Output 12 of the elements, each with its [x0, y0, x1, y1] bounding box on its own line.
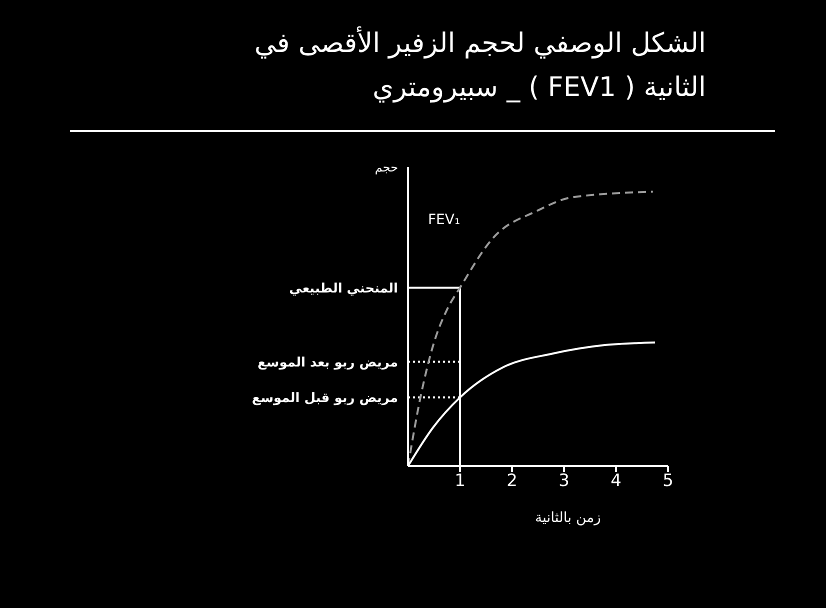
ref-line-label: مريض ربو قبل الموسع: [252, 391, 398, 406]
x-tick-label: 3: [558, 471, 570, 492]
annotation: FEV₁: [428, 212, 460, 228]
x-tick-label: 5: [662, 471, 674, 492]
x-tick-label: 2: [506, 471, 518, 492]
x-axis-title: زمن بالثانية: [535, 510, 601, 526]
x-tick-label: 4: [610, 471, 622, 492]
y-axis-title: حجم: [374, 160, 398, 175]
ref-line-label: مريض ربو بعد الموسع: [258, 355, 398, 370]
chart-title: الشكل الوصفي لحجم الزفير الأقصى في الثانية ( FEV1 ) _ سبيرومتري: [253, 25, 706, 105]
x-tick-label: 1: [454, 471, 466, 492]
ref-line-label: المنحني الطبيعي: [289, 281, 398, 296]
